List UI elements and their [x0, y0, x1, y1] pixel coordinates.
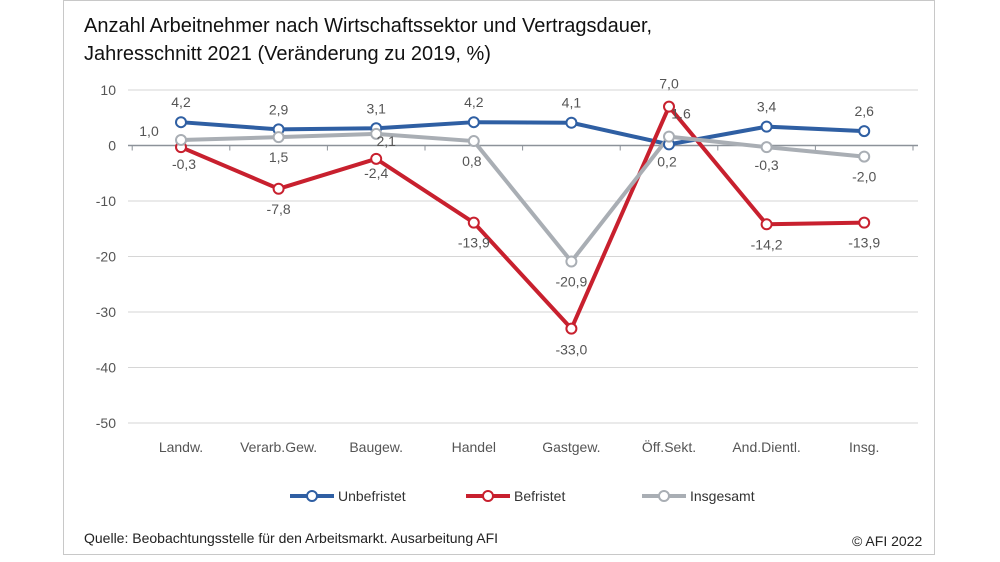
legend-swatch-befristet: [466, 490, 510, 502]
data-label-unbefristet: 4,1: [562, 95, 582, 111]
data-label-insgesamt: 1,0: [139, 123, 159, 139]
x-tick-label: Öff.Sekt.: [642, 438, 696, 455]
x-tick-label: Landw.: [159, 439, 203, 455]
data-label-insgesamt: -0,3: [755, 157, 779, 173]
series-line-unbefristet: [180, 120, 865, 147]
legend-item-befristet: Befristet: [464, 484, 565, 508]
data-label-unbefristet: 3,1: [366, 100, 386, 116]
y-tick-label: -20: [96, 249, 116, 265]
y-tick-label: 0: [108, 138, 116, 154]
chart-subtitle: Jahresschnitt 2021 (Veränderung zu 2019,…: [84, 43, 491, 65]
data-point-insgesamt: [760, 141, 773, 154]
data-label-befristet: -13,9: [458, 235, 490, 251]
series-line-insgesamt: [180, 131, 865, 264]
data-point-insgesamt: [467, 135, 480, 148]
data-point-insgesamt: [370, 127, 383, 140]
data-label-insgesamt: -20,9: [555, 273, 587, 289]
x-tick-label: Verarb.Gew.: [240, 439, 317, 455]
data-point-unbefristet: [760, 120, 773, 133]
data-label-befristet: 7,0: [659, 76, 679, 92]
data-point-unbefristet: [565, 116, 578, 129]
data-label-befristet: -14,2: [751, 236, 783, 252]
legend-item-insgesamt: Insgesamt: [640, 484, 755, 508]
data-label-unbefristet: 4,2: [171, 94, 191, 110]
y-tick-label: -10: [96, 193, 116, 209]
data-point-befristet: [760, 218, 773, 231]
data-point-befristet: [370, 152, 383, 165]
data-label-unbefristet: 2,9: [269, 101, 289, 117]
data-point-unbefristet: [858, 125, 871, 138]
data-point-befristet: [565, 322, 578, 335]
line-chart: 10 0 -10 -20 -30 -40 -50 Landw. Verarb.Gew. Bauge…: [96, 76, 918, 455]
data-label-befristet: -0,3: [172, 156, 196, 172]
data-label-insgesamt: -2,0: [852, 169, 876, 185]
data-point-insgesamt: [663, 130, 675, 143]
data-point-insgesamt: [858, 150, 871, 163]
data-label-unbefristet: 0,2: [657, 153, 677, 169]
x-tick-label: Handel: [452, 439, 496, 455]
data-label-unbefristet: 4,2: [464, 94, 484, 110]
data-point-insgesamt: [175, 133, 187, 146]
data-label-unbefristet: 3,4: [757, 99, 777, 115]
data-label-befristet: -2,4: [364, 165, 388, 181]
data-label-unbefristet: 2,6: [854, 103, 874, 119]
data-label-insgesamt: 1,5: [269, 149, 289, 165]
chart-title: Anzahl Arbeitnehmer nach Wirtschaftssekt…: [84, 15, 653, 37]
chart-frame: [63, 0, 935, 555]
data-point-befristet: [467, 216, 480, 229]
data-point-insgesamt: [565, 255, 578, 268]
data-label-befristet: -7,8: [267, 201, 291, 217]
y-tick-label: -30: [96, 304, 116, 320]
data-point-befristet: [272, 182, 285, 195]
x-tick-label: Gastgew.: [542, 439, 600, 455]
data-label-insgesamt: 1,6: [671, 106, 691, 122]
data-label-befristet: -13,9: [848, 235, 880, 251]
data-point-befristet: [858, 216, 871, 229]
x-tick-label: Insg.: [849, 439, 879, 455]
data-point-insgesamt: [272, 131, 285, 144]
data-point-unbefristet: [175, 116, 187, 129]
x-tick-label: And.Dientl.: [732, 439, 800, 455]
data-point-unbefristet: [467, 116, 480, 129]
y-tick-label: -40: [96, 360, 116, 376]
source-note: Quelle: Beobachtungsstelle für den Arbei…: [84, 530, 499, 546]
y-tick-label: -50: [96, 415, 116, 431]
legend-label-befristet: Befristet: [514, 488, 566, 504]
data-point-befristet: [663, 100, 675, 113]
series-line-befristet: [180, 104, 865, 331]
legend-swatch-unbefristet: [290, 490, 334, 502]
legend-label-insgesamt: Insgesamt: [690, 488, 755, 504]
y-tick-label: 10: [100, 82, 116, 98]
legend-swatch-insgesamt: [642, 490, 686, 502]
copyright-note: © AFI 2022: [852, 533, 923, 549]
x-tick-label: Baugew.: [349, 439, 403, 455]
data-label-insgesamt: 0,8: [462, 153, 482, 169]
data-label-insgesamt: 2,1: [376, 133, 396, 149]
legend-item-unbefristet: Unbefristet: [288, 484, 406, 508]
data-label-befristet: -33,0: [555, 342, 587, 358]
legend-label-unbefristet: Unbefristet: [338, 488, 406, 504]
